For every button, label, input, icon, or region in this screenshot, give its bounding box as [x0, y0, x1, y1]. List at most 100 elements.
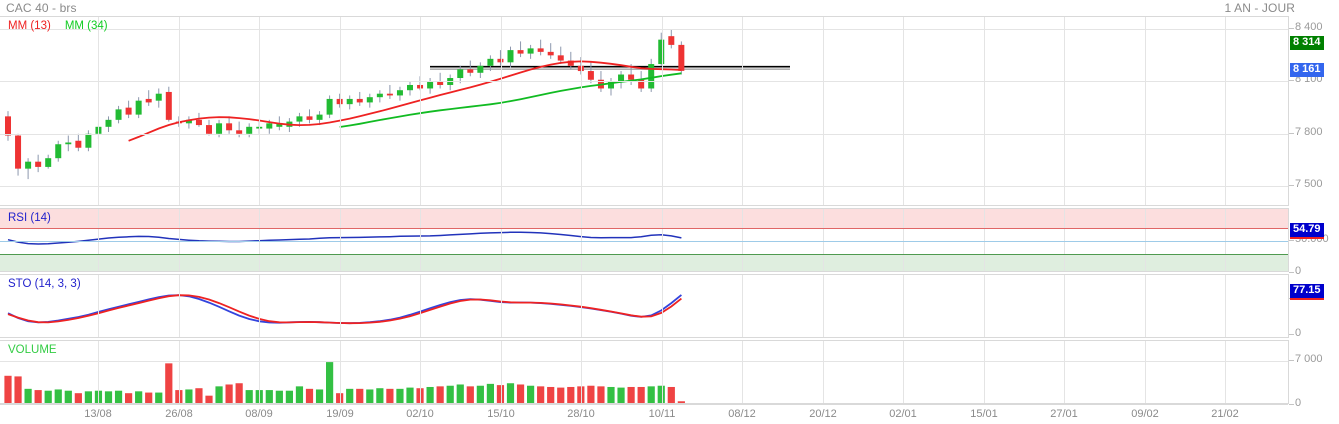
- volume-axis-tick: 0: [1295, 397, 1302, 409]
- volume-bar: [637, 386, 645, 403]
- volume-bar: [84, 391, 92, 403]
- candle-body: [467, 69, 474, 73]
- price-badge-last: 8 161: [1290, 62, 1324, 77]
- candle-body: [216, 123, 223, 134]
- volume-bar: [145, 392, 153, 403]
- volume-bar: [275, 390, 283, 403]
- price-gridlines: [0, 17, 1288, 205]
- gridline-vertical: [903, 341, 904, 403]
- gridline-vertical: [1145, 17, 1146, 205]
- volume-bar: [376, 388, 384, 403]
- volume-bar: [516, 384, 525, 403]
- gridline-vertical: [179, 17, 180, 205]
- volume-bar: [597, 386, 605, 403]
- rsi-level-70: [0, 228, 1288, 230]
- volume-bar: [456, 384, 464, 403]
- volume-bar: [114, 390, 123, 403]
- volume-bar: [74, 393, 82, 403]
- volume-bar: [476, 385, 484, 403]
- chart-header: CAC 40 - brs 1 AN - JOUR: [0, 0, 1339, 16]
- gridline-vertical: [1145, 341, 1146, 403]
- gridline-horizontal: [0, 29, 1288, 30]
- gridline-vertical: [984, 275, 985, 337]
- gridline-horizontal: [0, 361, 1288, 362]
- gridline-vertical: [1225, 341, 1226, 403]
- volume-bar: [446, 385, 454, 403]
- gridline-vertical: [581, 17, 582, 205]
- candle-body: [316, 114, 323, 120]
- candle-body: [427, 81, 434, 89]
- gridline-vertical: [340, 275, 341, 337]
- volume-bar: [346, 388, 354, 403]
- axis-tick-dash: [1289, 80, 1294, 81]
- period-label: 1 AN - JOUR: [1224, 1, 1295, 15]
- price-axis-tick: 7 800: [1295, 126, 1323, 138]
- candle-body: [115, 109, 122, 120]
- candle-body: [125, 107, 132, 115]
- candle-series: [5, 29, 685, 180]
- candle-body: [155, 93, 162, 101]
- gridline-vertical: [501, 341, 502, 403]
- candle-body: [618, 74, 625, 82]
- volume-bar: [436, 386, 444, 403]
- candle-body: [55, 144, 62, 159]
- volume-bar: [245, 390, 253, 403]
- candle-body: [5, 116, 11, 136]
- candle-body: [206, 125, 212, 134]
- gridline-vertical: [420, 341, 421, 403]
- candle-body: [497, 58, 504, 63]
- gridline-vertical: [1064, 275, 1065, 337]
- gridline-vertical: [1064, 341, 1065, 403]
- candle-body: [396, 90, 403, 96]
- gridline-vertical: [179, 341, 180, 403]
- axis-tick-dash: [1289, 272, 1294, 273]
- volume-bar: [326, 362, 334, 403]
- volume-bar: [496, 385, 505, 403]
- gridline-vertical: [179, 275, 180, 337]
- volume-bar: [24, 388, 32, 403]
- gridline-vertical: [903, 17, 904, 205]
- gridline-vertical: [340, 341, 341, 403]
- x-axis-tick: 13/08: [84, 408, 112, 420]
- candle-body: [25, 161, 32, 169]
- volume-bar: [135, 391, 143, 403]
- volume-bar: [537, 386, 545, 403]
- volume-legend[interactable]: VOLUME: [8, 344, 57, 356]
- sto-legend[interactable]: STO (14, 3, 3): [8, 278, 81, 290]
- candle-body: [608, 81, 614, 89]
- volume-bar: [587, 385, 595, 403]
- candle-body: [296, 116, 303, 122]
- candle-body: [75, 140, 82, 148]
- volume-gridlines: [0, 341, 1288, 403]
- gridline-vertical: [259, 341, 260, 403]
- volume-plot: [4, 362, 685, 403]
- gridline-vertical: [742, 17, 743, 205]
- candle-body: [326, 98, 333, 115]
- candle-body: [246, 126, 253, 134]
- gridline-vertical: [98, 275, 99, 337]
- gridline-vertical: [823, 275, 824, 337]
- gridline-vertical: [259, 17, 260, 205]
- volume-bar: [14, 376, 22, 403]
- gridline-vertical: [742, 341, 743, 403]
- sto-panel: STO (14, 3, 3): [0, 274, 1288, 338]
- gridline-vertical: [1145, 275, 1146, 337]
- gridline-horizontal: [0, 186, 1288, 187]
- gridline-horizontal: [0, 134, 1288, 135]
- gridline-vertical: [984, 341, 985, 403]
- volume-bar: [386, 388, 394, 403]
- rsi-legend[interactable]: RSI (14): [8, 212, 51, 224]
- candle-body: [276, 123, 283, 127]
- volume-axis-tick: 7 000: [1295, 353, 1323, 365]
- rsi-oversold-band: [0, 253, 1288, 271]
- candle-body: [407, 84, 413, 91]
- mm34-legend[interactable]: MM (34): [64, 20, 108, 32]
- volume-bar: [607, 386, 615, 403]
- candle-body: [105, 119, 112, 127]
- candle-body: [85, 133, 92, 148]
- x-axis-tick: 27/01: [1050, 408, 1078, 420]
- mm13-legend[interactable]: MM (13): [8, 20, 51, 32]
- volume-bar: [215, 386, 223, 403]
- mm13-line: [128, 60, 682, 142]
